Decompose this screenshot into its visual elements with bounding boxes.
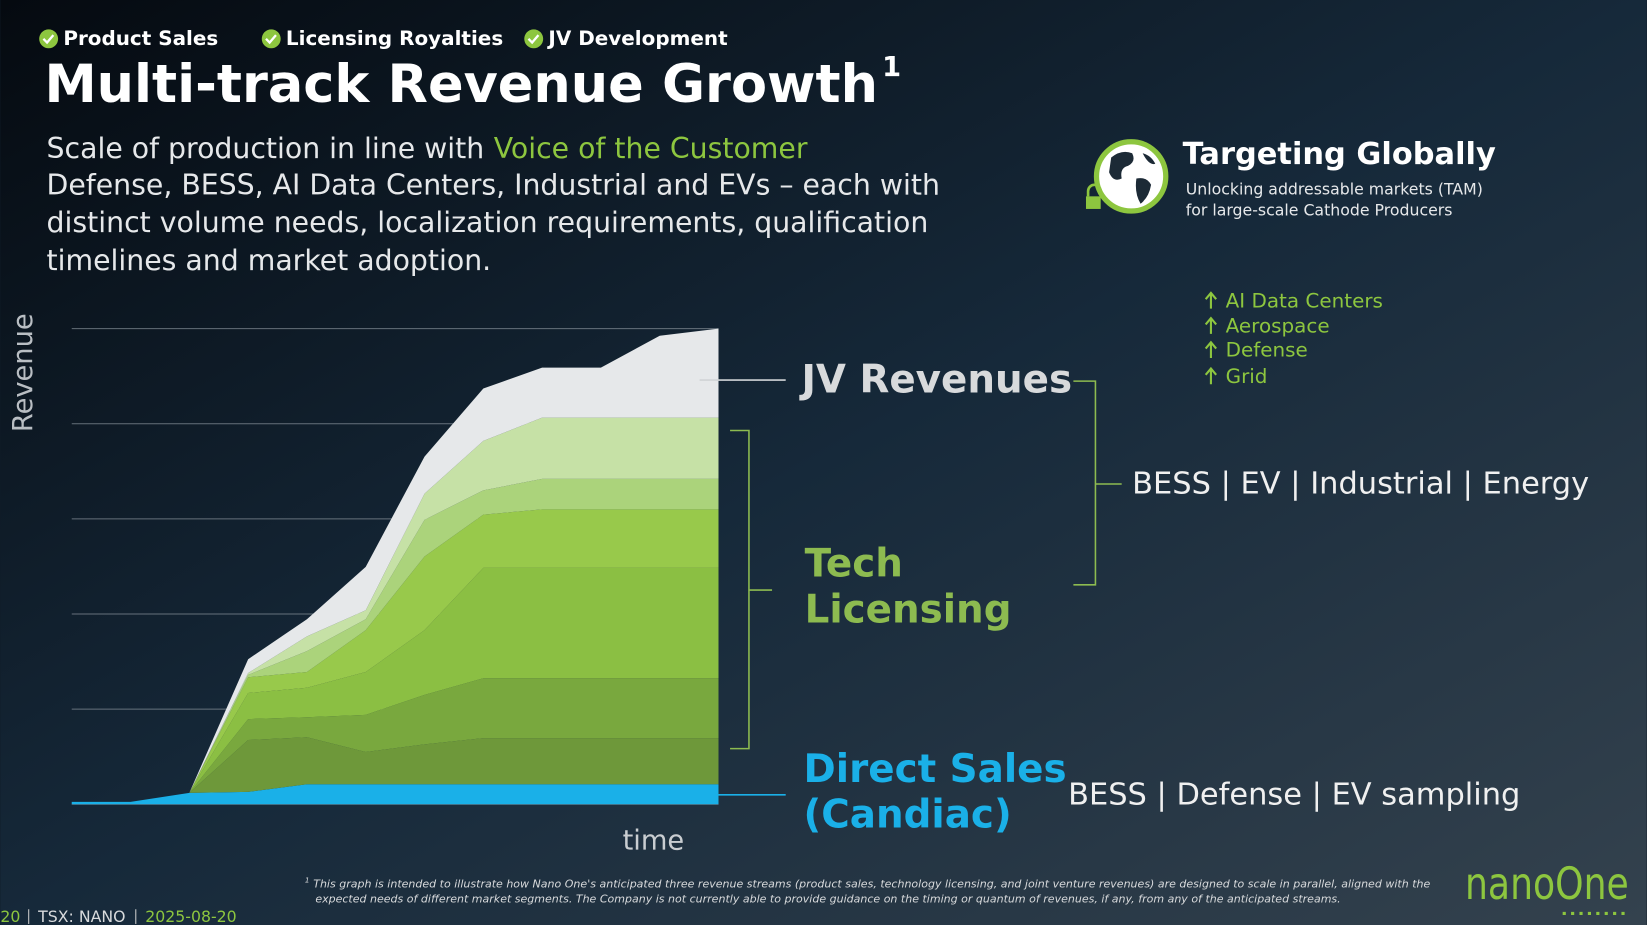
y-axis-label: Revenue bbox=[8, 313, 39, 432]
check-icon bbox=[261, 29, 281, 49]
tracks: Product Sales Licensing Royalties JV Dev… bbox=[39, 26, 728, 50]
targeting-line: for large-scale Cathode Producers bbox=[1186, 200, 1453, 219]
ticker: TSX: NANO bbox=[37, 907, 125, 925]
jv-markets: BESS | EV | Industrial | Energy bbox=[1132, 467, 1589, 502]
track-label: Licensing Royalties bbox=[286, 26, 503, 50]
plot bbox=[71, 328, 719, 805]
subtitle-line: timelines and market adoption. bbox=[47, 244, 492, 277]
page-number: 20 bbox=[0, 907, 20, 925]
market: Defense bbox=[1226, 338, 1308, 362]
subtitle-lead: Scale of production in line with bbox=[47, 132, 485, 165]
direct-markets: BESS | Defense | EV sampling bbox=[1068, 777, 1520, 812]
market: Aerospace bbox=[1226, 313, 1330, 337]
footnote: 1 This graph is intended to illustrate h… bbox=[305, 875, 1431, 905]
market: AI Data Centers bbox=[1226, 288, 1383, 312]
jv-label: JV Revenues bbox=[798, 358, 1072, 403]
direct-label: (Candiac) bbox=[804, 792, 1012, 837]
area bbox=[71, 328, 719, 802]
logo-left: nano bbox=[1465, 859, 1555, 910]
track-label: Product Sales bbox=[63, 26, 218, 50]
direct-label: Direct Sales bbox=[804, 747, 1067, 792]
subtitle-highlight: Voice of the Customer bbox=[494, 132, 808, 165]
area bbox=[71, 567, 719, 802]
check-mark bbox=[527, 34, 540, 45]
market: Grid bbox=[1226, 364, 1268, 388]
check-mark bbox=[42, 34, 55, 45]
check-icon bbox=[39, 29, 59, 49]
area bbox=[71, 737, 719, 802]
area bbox=[71, 678, 719, 802]
area bbox=[71, 509, 719, 802]
targeting-line: Unlocking addressable markets (TAM) bbox=[1186, 179, 1483, 198]
area bbox=[71, 784, 719, 805]
date: 2025-08-20 bbox=[145, 907, 236, 925]
subtitle-line: Scale of production in line with Voice of… bbox=[47, 132, 808, 165]
footnote-line: expected needs of different market segme… bbox=[315, 892, 1340, 905]
area bbox=[71, 417, 719, 802]
footnote-line: This graph is intended to illustrate how… bbox=[313, 878, 1430, 891]
subtitle: Scale of production in line with Voice of… bbox=[47, 132, 940, 277]
subtitle-line: Defense, BESS, AI Data Centers, Industri… bbox=[47, 168, 940, 201]
tech-label: Tech bbox=[805, 541, 903, 586]
tech-label: Licensing bbox=[805, 588, 1012, 633]
title-note: 1 bbox=[882, 52, 901, 83]
globe-icon bbox=[1085, 139, 1169, 214]
track-label: JV Development bbox=[546, 26, 728, 50]
connectors bbox=[699, 379, 1122, 796]
footer: 20 TSX: NANO 2025-08-20 bbox=[0, 907, 236, 925]
logo-right: One bbox=[1555, 859, 1629, 910]
markets: AI Data Centers Aerospace Defense Grid bbox=[1204, 288, 1383, 388]
subtitle-line: distinct volume needs, localization requ… bbox=[47, 206, 929, 239]
title: Multi-track Revenue Growth 1 bbox=[44, 52, 901, 115]
targeting-title: Targeting Globally bbox=[1183, 137, 1496, 172]
footnote-marker: 1 bbox=[305, 875, 310, 884]
logo: nanoOne bbox=[1465, 859, 1629, 910]
check-mark bbox=[265, 34, 277, 45]
check-icon bbox=[524, 29, 544, 49]
up-arrows bbox=[1204, 291, 1217, 385]
title-text: Multi-track Revenue Growth bbox=[44, 53, 878, 114]
x-axis-label: time bbox=[623, 826, 685, 857]
